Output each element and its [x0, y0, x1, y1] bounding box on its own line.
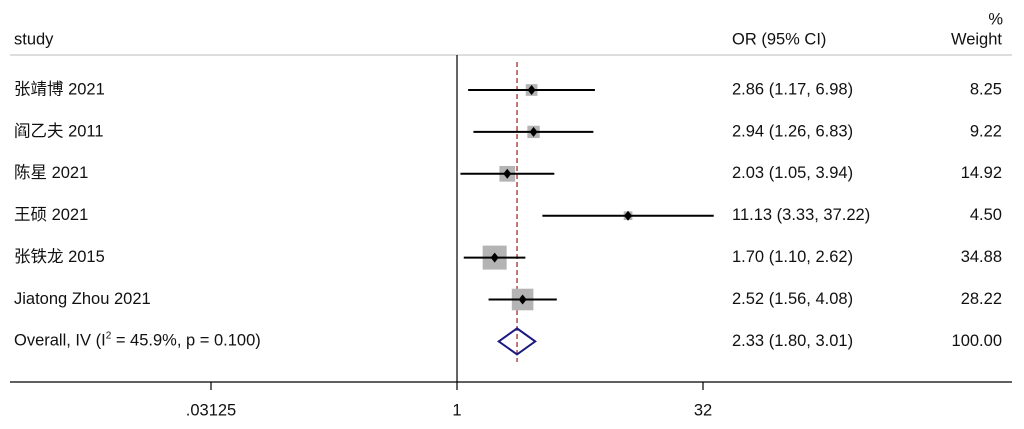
overall-label: Overall, IV (I2 = 45.9%, p = 0.100) [14, 331, 261, 350]
point-estimate [518, 294, 527, 305]
ci-label: 2.94 (1.26, 6.83) [732, 122, 853, 140]
overall-label-part: 2 [106, 331, 112, 342]
study-label: 阎乙夫 2011 [14, 121, 104, 140]
weight-label: 14.92 [961, 164, 1002, 182]
weight-label: 34.88 [961, 248, 1002, 266]
point-estimate [503, 168, 512, 179]
header-ci: OR (95% CI) [732, 30, 826, 48]
weight-label: 28.22 [961, 290, 1002, 308]
weight-label: 8.25 [970, 80, 1002, 98]
header-study: study [14, 30, 54, 48]
point-estimate [490, 252, 499, 263]
header-weight: Weight [951, 30, 1002, 48]
overall-diamond [496, 327, 537, 356]
x-tick-label: 1 [452, 401, 461, 419]
x-tick-label: 32 [694, 401, 712, 419]
study-label: Jiatong Zhou 2021 [14, 290, 151, 308]
point-estimate [527, 85, 536, 95]
ci-label: 2.86 (1.17, 6.98) [732, 80, 853, 98]
header-weight-top: % [988, 10, 1003, 28]
x-tick-label: .03125 [186, 401, 236, 419]
overall-label-part: Overall, IV (I [14, 332, 106, 350]
study-label: 王硕 2021 [14, 206, 88, 224]
overall-ci-label: 2.33 (1.80, 3.01) [732, 332, 853, 350]
point-estimate [624, 210, 633, 221]
study-label: 陈星 2021 [14, 163, 88, 182]
point-estimate [529, 126, 538, 137]
ci-label: 11.13 (3.33, 37.22) [732, 206, 870, 224]
weight-label: 9.22 [970, 122, 1002, 140]
ci-label: 1.70 (1.10, 2.62) [732, 248, 853, 266]
study-label: 张铁龙 2015 [14, 247, 105, 266]
ci-label: 2.03 (1.05, 3.94) [732, 164, 853, 182]
study-label: 张靖博 2021 [14, 79, 105, 98]
overall-label-part: = 45.9%, p = 0.100) [111, 332, 261, 350]
overall-weight-label: 100.00 [952, 332, 1002, 350]
ci-label: 2.52 (1.56, 4.08) [732, 290, 853, 308]
weight-label: 4.50 [970, 206, 1002, 224]
